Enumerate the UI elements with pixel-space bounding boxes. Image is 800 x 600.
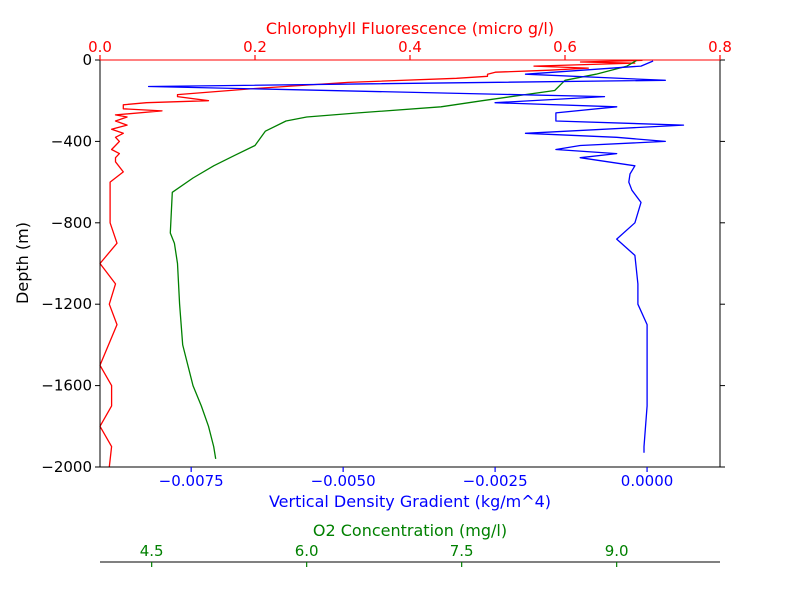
bottom-axis-label: Vertical Density Gradient (kg/m^4) <box>269 492 551 511</box>
oxygen-series-line <box>169 59 638 460</box>
y-tick-label: −1200 <box>41 295 92 313</box>
x-tick-label: −0.0050 <box>311 472 376 490</box>
y-tick-label: 0 <box>82 51 92 69</box>
oxygen-axis-label: O2 Concentration (mg/l) <box>313 521 507 540</box>
plot-frame <box>99 59 721 468</box>
density-series-line <box>147 60 685 453</box>
series-layer <box>99 59 685 468</box>
y-axis-label: Depth (m) <box>13 222 32 304</box>
x-tick-label: 0.0000 <box>621 472 674 490</box>
x-tick-label: 9.0 <box>605 542 629 560</box>
x-tick-label: −0.0025 <box>463 472 528 490</box>
x-tick-label: 0.0 <box>88 38 112 56</box>
x-tick-label: 7.5 <box>450 542 474 560</box>
top-axis: 0.0 0.2 0.4 0.6 0.8 <box>88 38 732 61</box>
x-tick-label: 4.5 <box>140 542 164 560</box>
bottom-axis: −0.0075 −0.0050 −0.0025 0.0000 <box>159 467 674 490</box>
x-tick-label: 0.8 <box>708 38 732 56</box>
x-tick-label: −0.0075 <box>159 472 224 490</box>
y-tick-label: −2000 <box>41 458 92 476</box>
oxygen-axis: 4.5 6.0 7.5 9.0 <box>140 542 629 567</box>
y-tick-label: −800 <box>51 214 92 232</box>
x-tick-label: 0.4 <box>398 38 422 56</box>
x-tick-label: 6.0 <box>295 542 319 560</box>
y-axis: 0 −400 −800 −1200 −1600 −2000 <box>41 51 725 476</box>
y-tick-label: −1600 <box>41 377 92 395</box>
top-axis-label: Chlorophyll Fluorescence (micro g/l) <box>266 19 554 38</box>
x-tick-label: 0.2 <box>243 38 267 56</box>
chlorophyll-series-line <box>99 59 643 468</box>
x-tick-label: 0.6 <box>553 38 577 56</box>
y-tick-label: −400 <box>51 132 92 150</box>
